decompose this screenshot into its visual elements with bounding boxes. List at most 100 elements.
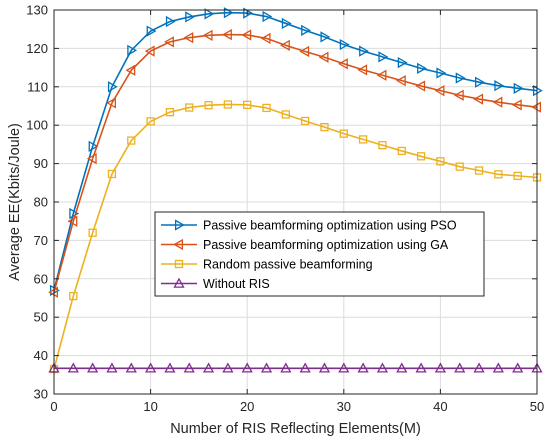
series-3-point — [474, 166, 484, 175]
series-2-point — [241, 29, 252, 41]
series-2-point — [67, 215, 78, 227]
series-3-point — [320, 122, 329, 132]
legend-marker — [174, 259, 184, 269]
series-4-point — [396, 362, 408, 373]
series-4-point — [164, 362, 176, 373]
series-2-point — [453, 89, 464, 101]
series-4 — [48, 362, 543, 373]
series-4-point — [183, 362, 195, 373]
series-4-point — [492, 362, 504, 373]
series-4-point — [434, 362, 447, 373]
series-4-point — [318, 362, 331, 373]
series-2-point — [280, 39, 290, 51]
series-3-point — [243, 100, 252, 109]
y-tick-label: 100 — [26, 118, 48, 133]
legend: Passive beamforming optimization using P… — [154, 211, 485, 297]
series-2-point — [86, 152, 97, 165]
legend-label: Passive beamforming optimization using P… — [203, 219, 457, 233]
series-3-point — [127, 136, 136, 145]
series-2-point — [357, 64, 368, 76]
x-tick-label: 20 — [240, 399, 254, 414]
series-3-point — [455, 162, 464, 171]
series-2-point — [531, 101, 542, 113]
y-tick-label: 130 — [26, 3, 48, 18]
series-1-point — [436, 67, 447, 79]
series-2-point — [415, 80, 426, 92]
series-3-point — [397, 146, 406, 156]
x-axis-label: Number of RIS Reflecting Elements(M) — [170, 421, 421, 437]
series-4-point — [125, 362, 137, 373]
series-1-point — [88, 140, 99, 152]
series-4-point — [376, 362, 389, 373]
series-2-point — [183, 32, 194, 44]
series-1-point — [417, 62, 427, 74]
series-2-point — [202, 29, 213, 41]
series-4-point — [144, 362, 157, 373]
series-1-point — [320, 31, 331, 43]
series-1-point — [513, 82, 524, 94]
series-4-point — [299, 362, 311, 373]
series-4-point — [87, 362, 99, 373]
series-1-point — [301, 24, 311, 36]
legend-label: Passive beamforming optimization using G… — [203, 238, 449, 252]
series-1-point — [475, 76, 485, 88]
series-4-point — [357, 362, 369, 373]
series-3-point — [436, 157, 445, 166]
series-2-point — [164, 36, 174, 48]
series-3-point — [146, 117, 155, 126]
y-tick-label: 40 — [34, 348, 48, 363]
series-4-point — [415, 362, 427, 373]
series-2-point — [318, 51, 329, 63]
series-4-point — [338, 362, 350, 373]
y-tick-label: 50 — [34, 310, 48, 325]
series-3-point — [88, 228, 97, 237]
legend-marker — [173, 277, 185, 288]
series-2 — [48, 28, 542, 298]
series-1-point — [281, 17, 292, 30]
series-3-point — [358, 135, 368, 144]
series-1-point — [243, 7, 254, 19]
x-tick-label: 0 — [50, 399, 57, 414]
legend-marker — [174, 219, 185, 231]
series-2-point — [376, 69, 387, 81]
ticks: 0 10 20 30 40 50 30 40 50 60 70 80 90 100 110 120 130 — [26, 3, 544, 415]
series-2-point — [144, 45, 155, 57]
series-3-point — [378, 141, 387, 150]
series-2-point — [260, 32, 271, 45]
series-4-point — [473, 362, 485, 373]
series-2-point — [511, 99, 522, 111]
series-1-point — [69, 207, 80, 220]
series-3-point — [69, 291, 78, 301]
series-3-point — [223, 100, 233, 109]
series-3-point — [165, 107, 175, 117]
series-1-point — [165, 15, 176, 28]
series-1-point — [455, 72, 466, 84]
series-4-point — [280, 362, 292, 373]
series-2-point — [222, 28, 232, 41]
series-1-point — [494, 80, 505, 92]
y-tick-label: 120 — [26, 41, 48, 56]
legend-item: Passive beamforming optimization using P… — [161, 219, 457, 233]
y-tick-label: 110 — [27, 79, 48, 94]
series-4-point — [454, 362, 466, 373]
series-3-point — [204, 101, 213, 110]
series-3-point — [494, 170, 503, 179]
y-tick-label: 90 — [34, 156, 48, 171]
series-3-point — [416, 152, 426, 161]
y-tick-label: 70 — [34, 233, 48, 248]
legend-item: Without RIS — [161, 277, 270, 291]
series-3-point — [185, 103, 194, 112]
series-4-point — [512, 362, 524, 373]
series-3-point — [339, 129, 348, 138]
series-2-point — [434, 85, 445, 97]
series-3-point — [513, 171, 522, 181]
legend-box — [154, 211, 485, 297]
series-1 — [49, 7, 543, 296]
series-3-point — [301, 116, 310, 126]
series-1-point — [378, 51, 389, 63]
y-tick-label: 60 — [34, 271, 48, 286]
series-2-point — [106, 97, 116, 109]
legend-label: Without RIS — [203, 277, 270, 291]
